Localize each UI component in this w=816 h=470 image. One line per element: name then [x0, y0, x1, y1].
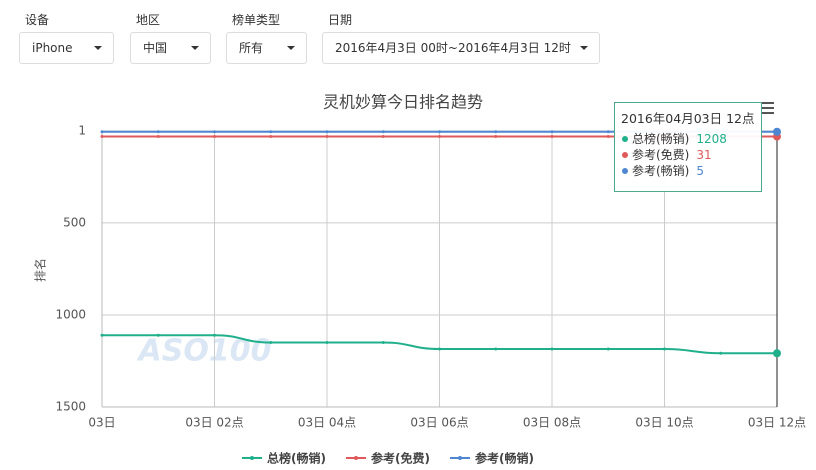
- filter-label: 日期: [328, 13, 353, 27]
- y-tick-label: 1000: [55, 307, 86, 321]
- legend-symbol-dot: [250, 456, 254, 460]
- menu-icon[interactable]: [760, 102, 774, 114]
- point: [773, 349, 781, 358]
- dropdown-value: 2016年4月3日 00时~2016年4月3日 12时: [335, 41, 571, 55]
- point: [156, 135, 160, 139]
- tooltip-value: 31: [696, 148, 712, 162]
- point: [381, 341, 385, 345]
- legend-symbol-dot: [458, 456, 462, 460]
- x-tick-label: 03日 10点: [635, 416, 693, 430]
- point: [663, 347, 666, 351]
- x-tick-label: 03日 04点: [298, 416, 356, 430]
- legend-label: 参考(免费): [371, 451, 430, 466]
- point: [550, 135, 554, 139]
- tooltip-value: 1208: [696, 132, 727, 146]
- y-tick-label: 1: [78, 124, 86, 138]
- dropdown[interactable]: iPhone: [19, 32, 114, 64]
- dropdown[interactable]: 中国: [130, 32, 211, 64]
- filter-label: 设备: [25, 13, 50, 27]
- point: [213, 135, 216, 139]
- point: [156, 130, 160, 134]
- point: [438, 135, 441, 139]
- dropdown-value: iPhone: [32, 41, 73, 55]
- legend-symbol-dot: [354, 456, 358, 460]
- point: [100, 333, 104, 337]
- y-axis-label: 排名: [33, 258, 48, 282]
- dropdown-caret: [287, 46, 295, 50]
- tooltip-series-name: 参考(畅销): [632, 164, 690, 178]
- tooltip-value: 5: [696, 164, 705, 178]
- point: [381, 130, 385, 134]
- legend-item[interactable]: 参考(免费): [346, 451, 430, 466]
- tooltip-title: 2016年04月03日 12点: [621, 111, 755, 126]
- point: [606, 135, 610, 139]
- legend-item[interactable]: 总榜(畅销): [242, 451, 326, 466]
- tooltip-row: 总榜(畅销) 1208: [621, 131, 755, 147]
- y-tick-label: 1500: [55, 400, 86, 414]
- dropdown[interactable]: 2016年4月3日 00时~2016年4月3日 12时: [322, 32, 600, 64]
- y-tick-label: 500: [63, 215, 86, 229]
- point: [606, 347, 610, 351]
- dropdown-caret: [580, 46, 588, 50]
- x-tick-label: 03日 12点: [748, 416, 806, 430]
- point: [213, 333, 216, 337]
- tooltip-series-name: 总榜(畅销): [632, 132, 690, 146]
- point: [269, 341, 273, 345]
- dropdown-value: 中国: [143, 41, 168, 55]
- legend-item[interactable]: 参考(畅销): [450, 451, 534, 466]
- x-tick-label: 03日 02点: [185, 416, 243, 430]
- point: [494, 347, 498, 351]
- legend-label: 总榜(畅销): [267, 451, 326, 466]
- tooltip-dot: [622, 152, 628, 158]
- legend-label: 参考(畅销): [475, 451, 534, 466]
- point: [438, 130, 441, 134]
- dropdown[interactable]: 所有: [226, 32, 307, 64]
- point: [550, 347, 554, 351]
- dropdown-value: 所有: [239, 41, 264, 55]
- x-tick-label: 03日: [88, 416, 115, 430]
- point: [494, 135, 498, 139]
- filter-label: 榜单类型: [232, 13, 281, 27]
- tooltip-row: 参考(畅销) 5: [621, 163, 755, 179]
- point: [325, 341, 329, 345]
- tooltip-series-name: 参考(免费): [632, 148, 690, 162]
- point: [773, 127, 781, 136]
- tooltip-row: 参考(免费) 31: [621, 147, 755, 163]
- point: [550, 130, 554, 134]
- point: [719, 351, 723, 355]
- point: [325, 130, 329, 134]
- point: [269, 130, 273, 134]
- x-tick-label: 03日 08点: [523, 416, 581, 430]
- point: [494, 130, 498, 134]
- point: [156, 333, 160, 337]
- point: [606, 130, 610, 134]
- point: [100, 135, 104, 139]
- tooltip-dot: [622, 168, 628, 174]
- dropdown-caret: [191, 46, 199, 50]
- filter-label: 地区: [136, 13, 161, 27]
- point: [381, 135, 385, 139]
- point: [269, 135, 273, 139]
- point: [100, 130, 104, 134]
- x-tick-label: 03日 06点: [410, 416, 468, 430]
- point: [325, 135, 329, 139]
- point: [213, 130, 216, 134]
- tooltip-dot: [622, 136, 628, 142]
- tooltip: 2016年04月03日 12点 总榜(畅销) 1208 参考(免费) 31 参考(畅销)…: [614, 102, 762, 192]
- watermark: ASO100: [137, 334, 272, 369]
- chart-title: 灵机妙算今日排名趋势: [323, 93, 483, 112]
- dropdown-caret: [94, 46, 102, 50]
- point: [438, 347, 441, 351]
